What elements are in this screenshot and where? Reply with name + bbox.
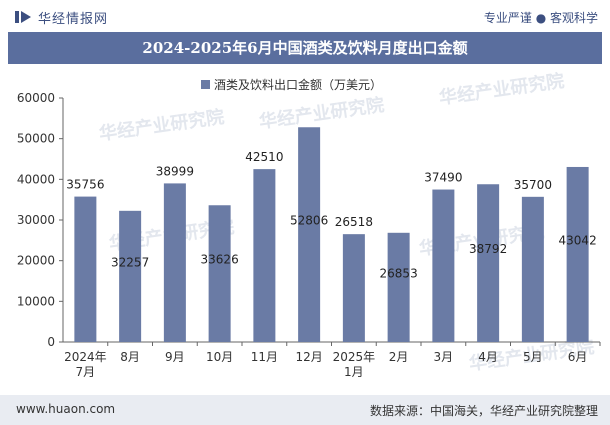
y-tick-label: 10000 — [17, 294, 55, 308]
y-tick-label: 0 — [47, 335, 55, 349]
x-tick-label: 2月 — [389, 350, 409, 364]
footer-source: 数据来源：中国海关，华经产业研究院整理 — [369, 404, 598, 418]
bar — [477, 184, 500, 342]
data-label: 42510 — [245, 150, 283, 164]
brand-name: 华经情报网 — [38, 12, 109, 27]
bar — [74, 196, 97, 342]
data-label: 43042 — [559, 233, 597, 247]
bar-chart: 华经产业研究院华经产业研究院华经产业研究院华经产业研究院华经产业研究院华经产业研… — [17, 70, 601, 379]
huajing-logo-icon — [15, 11, 31, 23]
y-tick-label: 40000 — [17, 172, 55, 186]
x-tick-label: 4月 — [478, 350, 498, 364]
x-tick-label: 9月 — [165, 350, 185, 364]
legend-swatch — [201, 80, 210, 89]
bar — [387, 232, 410, 342]
y-tick-label: 50000 — [17, 132, 55, 146]
bar — [119, 210, 142, 342]
watermark-text: 华经产业研究院 — [98, 106, 226, 145]
bar — [566, 166, 589, 342]
bar — [163, 183, 186, 342]
legend-label: 酒类及饮料出口金额（万美元） — [214, 77, 382, 92]
x-tick-label: 8月 — [120, 350, 140, 364]
data-label: 38792 — [469, 242, 507, 256]
y-tick-label: 20000 — [17, 254, 55, 268]
tagline: 专业严谨 ● 客观科学 — [483, 11, 598, 25]
data-label: 35756 — [66, 178, 104, 192]
footer-site: www.huaon.com — [16, 402, 116, 416]
data-label: 26853 — [380, 266, 418, 280]
x-tick-label: 3月 — [434, 350, 454, 364]
chart-title: 2024-2025年6月中国酒类及饮料月度出口金额 — [142, 39, 468, 57]
data-label: 38999 — [156, 164, 194, 178]
x-tick-label: 5月 — [523, 350, 543, 364]
x-tick-label: 12月 — [295, 350, 322, 364]
data-label: 37490 — [424, 171, 462, 185]
x-tick-label: 11月 — [251, 350, 278, 364]
footer-bar: www.huaon.com 数据来源：中国海关，华经产业研究院整理 — [0, 395, 610, 425]
x-tick-label: 2025年 1月 — [333, 350, 376, 379]
watermark-text: 华经产业研究院 — [258, 94, 386, 133]
y-tick-label: 30000 — [17, 213, 55, 227]
x-tick-label: 2024年 7月 — [64, 350, 107, 379]
data-label: 35700 — [514, 178, 552, 192]
bar — [208, 205, 231, 342]
bar — [432, 189, 455, 342]
y-tick-label: 60000 — [17, 91, 55, 105]
bar — [342, 234, 365, 342]
data-label: 52806 — [290, 214, 328, 228]
data-label: 33626 — [201, 253, 239, 267]
watermark-text: 华经产业研究院 — [438, 70, 566, 109]
data-label: 32257 — [111, 255, 149, 269]
top-bar: 华经情报网 专业严谨 ● 客观科学 — [0, 0, 610, 32]
x-tick-label: 10月 — [206, 350, 233, 364]
data-label: 26518 — [335, 215, 373, 229]
bar — [521, 196, 544, 342]
bar — [298, 127, 321, 342]
x-tick-label: 6月 — [568, 350, 588, 364]
bar — [253, 169, 276, 342]
title-bar: 2024-2025年6月中国酒类及饮料月度出口金额 — [8, 32, 602, 64]
